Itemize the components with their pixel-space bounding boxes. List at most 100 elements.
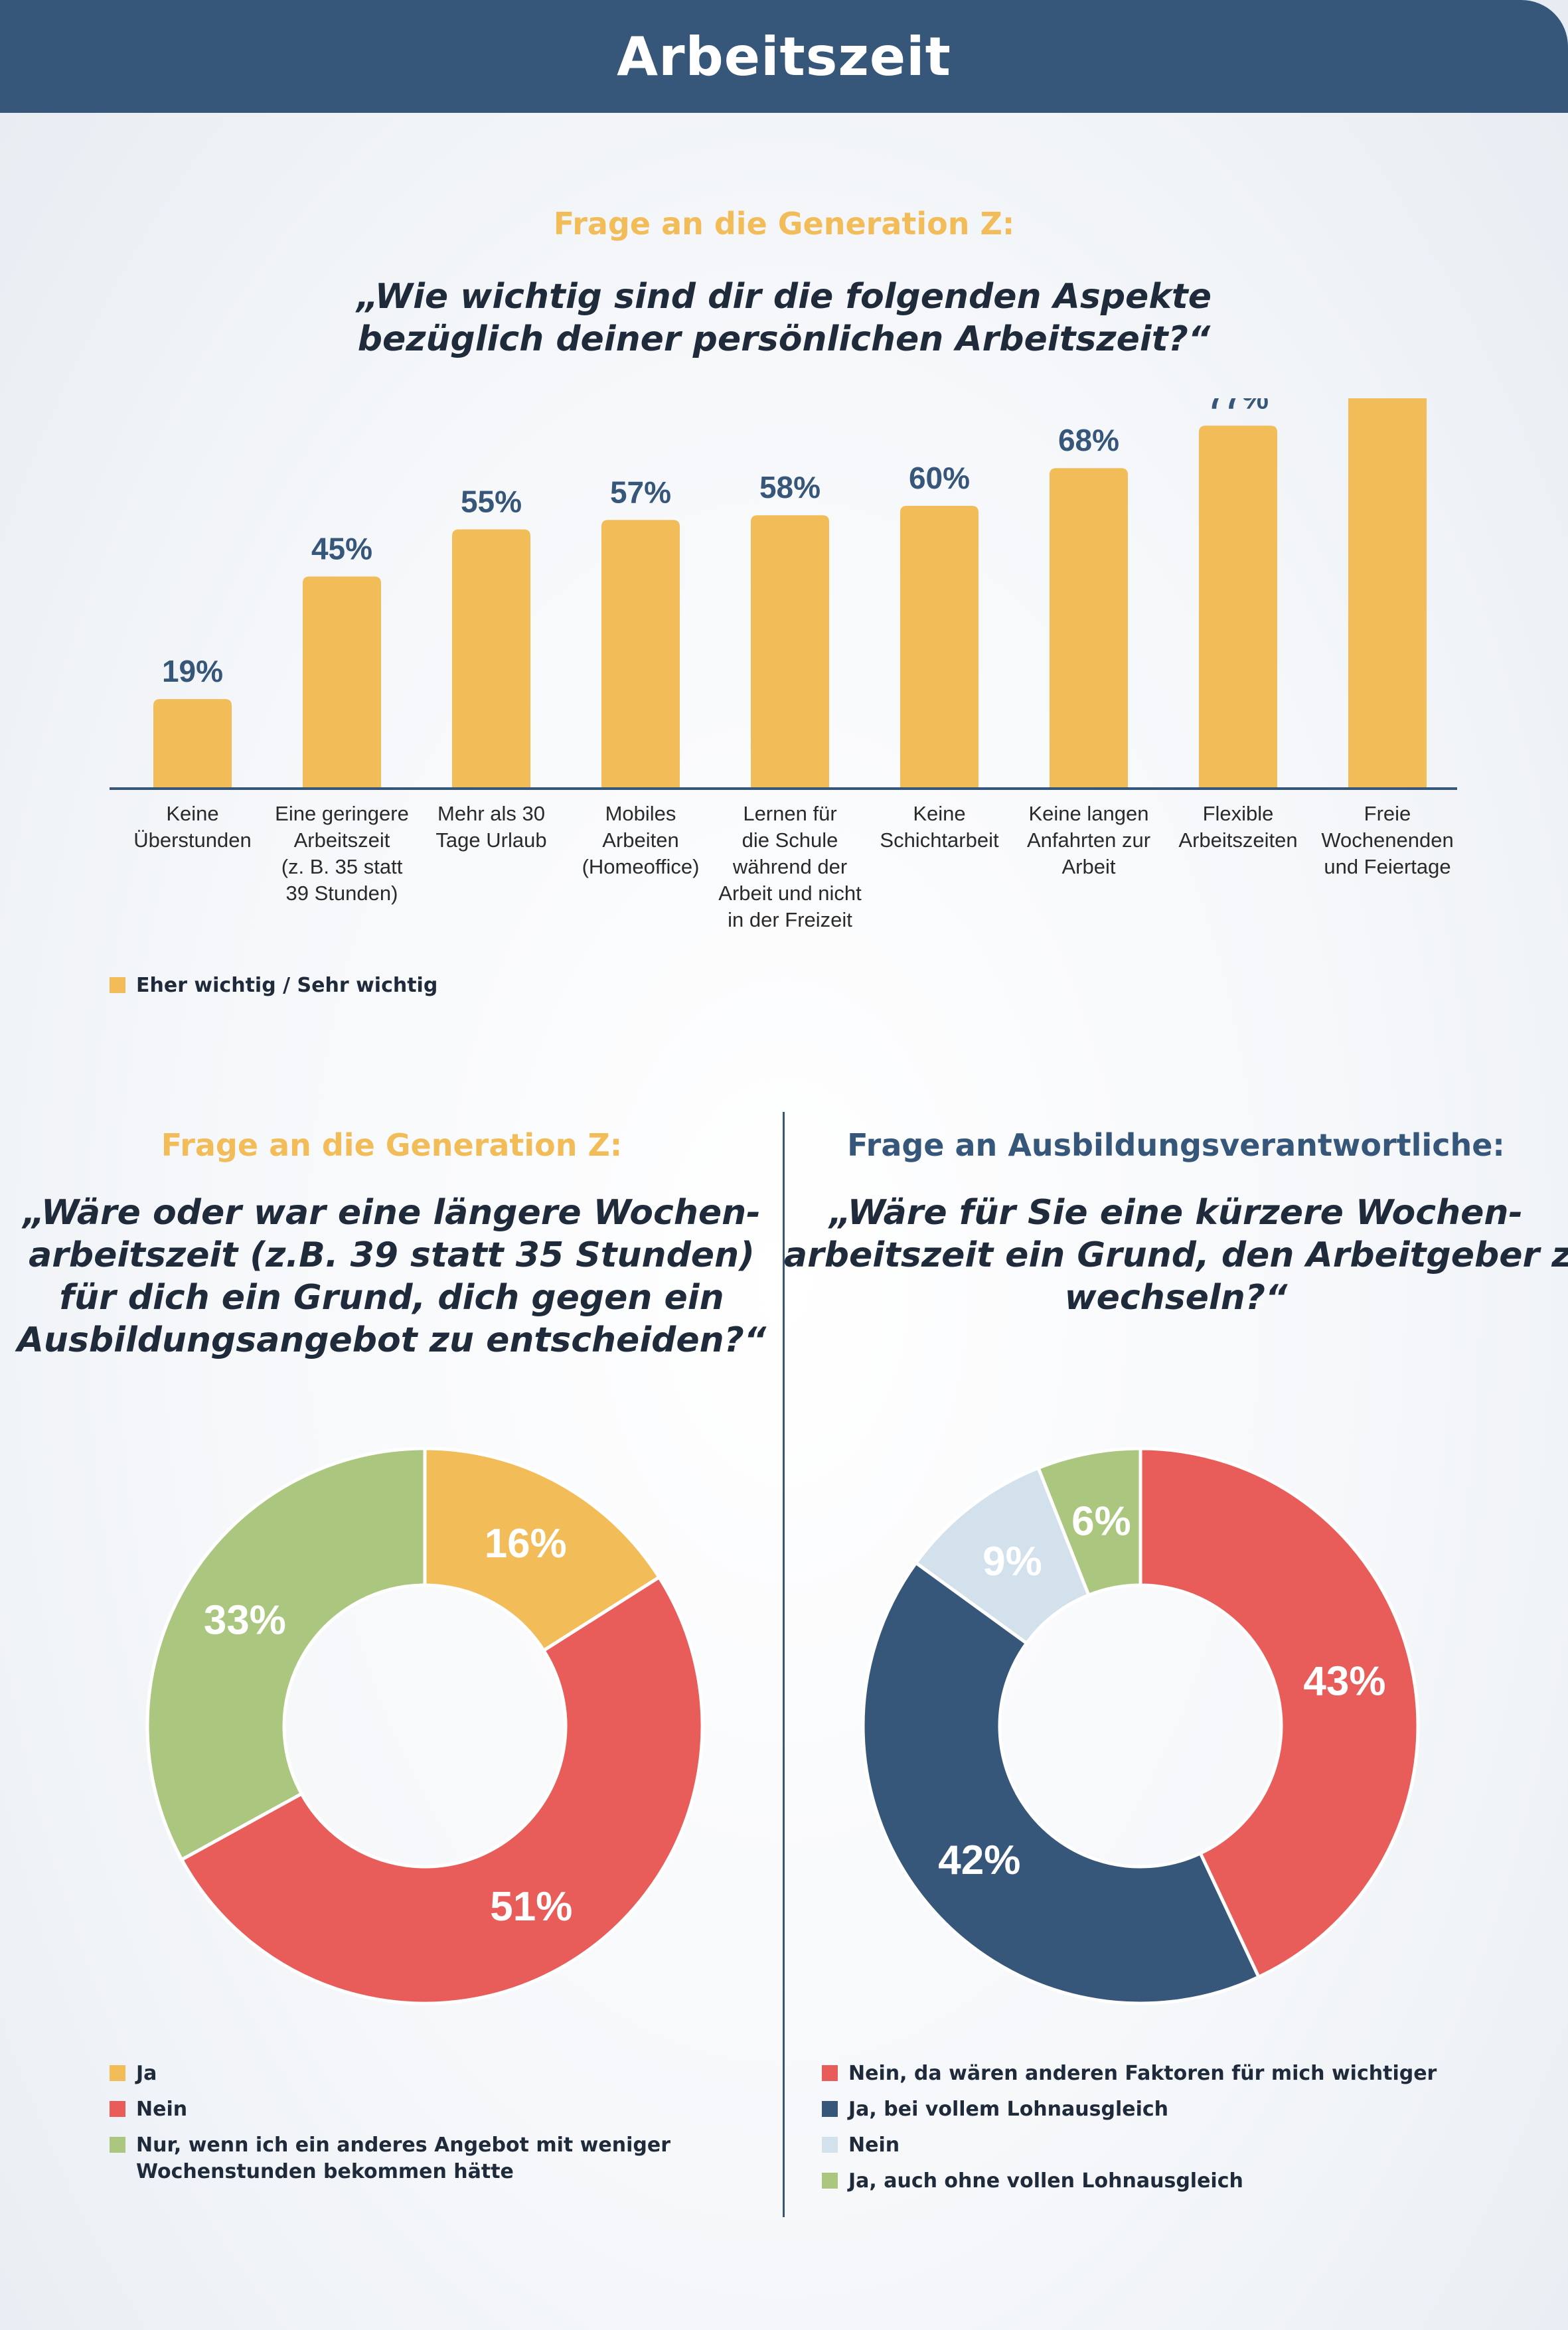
bar-category-label-line: Mobiles (605, 802, 676, 825)
bar-section-label: Frage an die Generation Z: (553, 206, 1015, 242)
bar (1348, 398, 1427, 789)
bar (601, 520, 680, 789)
bar-category-label-line: Arbeiten (602, 828, 679, 852)
bar-category-label-line: Keine (166, 802, 219, 825)
left-section-label: Frage an die Generation Z: (161, 1127, 623, 1163)
bar-category-label-line: Wochenenden (1321, 828, 1454, 852)
bar-category-label-line: Flexible (1202, 802, 1274, 825)
bar-category-label-line: während der (732, 855, 848, 878)
legend-label: Nein (848, 2134, 900, 2157)
bar (900, 506, 979, 789)
bar-category-label: Mehr als 30 Tage Urlaub (415, 801, 568, 854)
bar-category-label-line: in der Freizeit (728, 908, 852, 931)
legend-label: Nur, wenn ich ein anderes Angebot mit we… (136, 2132, 670, 2185)
question-line: für dich ein Grund, dich gegen ein (59, 1278, 724, 1318)
question-line: bezüglich deiner persönlichen Arbeitszei… (357, 319, 1211, 359)
donut-slice (423, 1446, 662, 1653)
bar-category-label-line: Mehr als 30 (437, 802, 545, 825)
bar-category-label: Lernen für die Schule während der Arbeit un… (714, 801, 866, 933)
right-section-question: „Wäre für Sie eine kürzere Wochen- arbei… (784, 1192, 1568, 1319)
bar-value-label: 58% (759, 470, 821, 505)
bar-value-label: 45% (311, 532, 372, 566)
question-line: wechseln?“ (1064, 1278, 1288, 1318)
donut-chart-right: 43% 42% 9% 6% (861, 1446, 1420, 2005)
legend-label-line: Nur, wenn ich ein anderes Angebot mit we… (136, 2134, 670, 2157)
donut-slice (1036, 1446, 1142, 1598)
donut-value-label: 33% (204, 1598, 286, 1644)
legend-swatch (110, 2137, 125, 2153)
bar-chart: 19%45%55%57%58%60%68%77%85% (110, 398, 1457, 790)
bar-category-label: Flexible Arbeitszeiten (1162, 801, 1314, 854)
bar-category-label-line: Keine (913, 802, 966, 825)
legend-item: Ja, bei vollem Lohnausgleich (822, 2096, 1437, 2123)
donut-value-label: 43% (1303, 1658, 1385, 1704)
legend-item: Nein (110, 2096, 670, 2123)
bar-category-label: Eine geringere Arbeitszeit (z. B. 35 statt… (266, 801, 418, 907)
bar-category-label-line: Schichtarbeit (880, 828, 999, 852)
legend-label-line: Wochenstunden bekommen hätte (136, 2160, 514, 2183)
page-title: Arbeitszeit (617, 25, 951, 88)
legend-item: Nein (822, 2132, 1437, 2159)
bar (452, 529, 530, 789)
legend-swatch (822, 2065, 838, 2081)
bar-category-label-line: Keine langen (1028, 802, 1149, 825)
bar-category-label: Keine Überstunden (116, 801, 269, 854)
bar-category-label-line: Freie (1364, 802, 1411, 825)
bar-category-label: Keine Schichtarbeit (863, 801, 1016, 854)
bar (751, 515, 829, 789)
donut-value-label: 6% (1071, 1499, 1131, 1545)
legend-item: Nur, wenn ich ein anderes Angebot mit we… (110, 2132, 670, 2185)
legend-item: Nein, da wären anderen Faktoren für mich… (822, 2060, 1437, 2087)
legend-swatch (822, 2173, 838, 2189)
bar-category-label: Mobiles Arbeiten (Homeoffice) (564, 801, 717, 880)
question-line: „Wäre für Sie eine kürzere Wochen- (829, 1193, 1523, 1233)
bar-value-label: 19% (162, 654, 223, 688)
legend-item: Ja (110, 2060, 670, 2087)
donut-value-label: 9% (982, 1539, 1042, 1585)
bar-category-label-line: Arbeitszeiten (1178, 828, 1298, 852)
bar-section-question: „Wie wichtig sind dir die folgenden Aspe… (0, 275, 1568, 360)
question-line: arbeitszeit ein Grund, den Arbeitgeber z… (784, 1235, 1568, 1275)
question-line: arbeitszeit (z.B. 39 statt 35 Stunden) (29, 1235, 755, 1275)
bar-category-label-line: Eine geringere (275, 802, 409, 825)
bar-value-label: 57% (610, 475, 671, 509)
left-section-question: „Wäre oder war eine längere Wochen- arbe… (0, 1192, 783, 1361)
bar-value-label: 68% (1058, 423, 1119, 457)
legend-item: Ja, auch ohne vollen Lohnausgleich (822, 2168, 1437, 2195)
bar-legend: Eher wichtig / Sehr wichtig (110, 972, 437, 999)
left-donut-legend: Ja Nein Nur, wenn ich ein anderes Angebo… (110, 2060, 670, 2185)
legend-swatch (822, 2137, 838, 2153)
legend-label: Nein (136, 2098, 188, 2121)
question-line: „Wäre oder war eine längere Wochen- (23, 1193, 761, 1233)
bar-value-label: 55% (461, 485, 522, 519)
bar-category-label-line: Arbeitszeit (293, 828, 390, 852)
legend-label: Ja, bei vollem Lohnausgleich (848, 2098, 1169, 2121)
bar-category-label-line: und Feiertage (1324, 855, 1451, 878)
bar-category-label-line: Arbeit und nicht (718, 882, 862, 905)
bar (1199, 426, 1277, 789)
question-line: „Wie wichtig sind dir die folgenden Aspe… (356, 277, 1212, 317)
right-donut-legend: Nein, da wären anderen Faktoren für mich… (822, 2060, 1437, 2195)
legend-item: Eher wichtig / Sehr wichtig (110, 972, 437, 999)
bar (303, 576, 381, 789)
donut-slice (861, 1560, 1261, 2005)
legend-label: Ja, auch ohne vollen Lohnausgleich (848, 2169, 1243, 2193)
bar-category-label-line: Überstunden (133, 828, 252, 852)
donut-value-label: 51% (490, 1884, 572, 1930)
bar-category-label-line: (z. B. 35 statt (281, 855, 403, 878)
bar-category-label-line: Arbeit (1061, 855, 1116, 878)
legend-swatch (110, 2065, 125, 2081)
legend-swatch (110, 2101, 125, 2117)
right-section-label: Frage an Ausbildungsverantwortliche: (847, 1127, 1505, 1163)
bar-category-label: Freie Wochenenden und Feiertage (1311, 801, 1464, 880)
question-line: Ausbildungsangebot zu entscheiden?“ (17, 1320, 767, 1360)
bar-category-label-line: 39 Stunden) (285, 882, 398, 905)
legend-label: Ja (136, 2062, 157, 2085)
bar-category-label: Keine langen Anfahrten zur Arbeit (1012, 801, 1165, 880)
bar-value-label: 60% (909, 461, 970, 495)
page-header: Arbeitszeit (0, 0, 1568, 113)
legend-swatch (822, 2101, 838, 2117)
donut-value-label: 16% (485, 1521, 567, 1567)
legend-swatch (110, 977, 125, 993)
donut-slice (179, 1575, 704, 2005)
